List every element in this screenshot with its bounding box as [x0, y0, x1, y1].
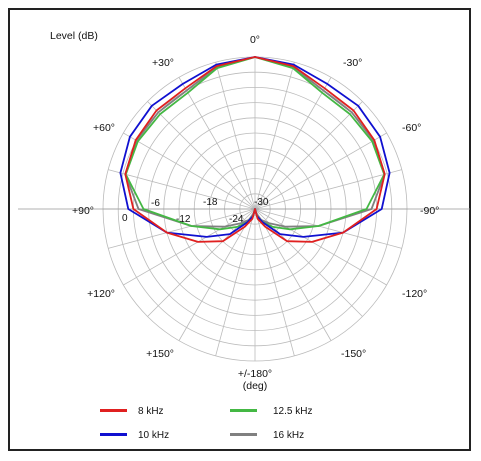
grid-spoke	[215, 62, 256, 210]
chart-title: Level (dB)	[50, 30, 98, 42]
angle-label: 0°	[250, 34, 260, 46]
radial-tick-label: 0	[122, 213, 128, 224]
grid-spoke	[178, 208, 256, 341]
grid-spoke	[215, 208, 256, 356]
grid-spoke	[254, 132, 387, 210]
legend-label: 10 kHz	[138, 430, 169, 441]
grid-spoke	[254, 77, 332, 210]
angle-label: -150°	[341, 348, 366, 360]
angle-label: -120°	[402, 288, 427, 300]
radial-tick-label: -24	[229, 214, 244, 225]
grid-spoke	[147, 101, 256, 210]
radial-tick-label: -12	[176, 214, 191, 225]
legend-label: 16 kHz	[273, 430, 304, 441]
grid-spoke	[254, 101, 363, 210]
axis-labels: 0 -6 -12 -18 -24 -30 0° -30° -60° -90° -120° -150° +…	[72, 34, 439, 380]
grid-spoke	[108, 169, 256, 210]
radial-tick-label: -6	[151, 198, 160, 209]
grid-spoke	[123, 208, 256, 286]
grid-spoke	[254, 208, 387, 286]
angle-label: +90°	[72, 205, 94, 217]
grid-spoke	[254, 62, 295, 210]
data-curves	[119, 56, 391, 243]
legend-label: 12.5 kHz	[273, 406, 312, 417]
angle-label: +60°	[93, 122, 115, 134]
angle-label: +/-180°	[238, 368, 272, 380]
series-curve	[124, 56, 386, 243]
radial-tick-label: -30	[254, 197, 269, 208]
x-axis-label: (deg)	[243, 380, 268, 392]
grid-spoke	[178, 77, 256, 210]
legend-label: 8 kHz	[138, 406, 164, 417]
grid-spoke	[108, 208, 256, 249]
grid-spoke	[123, 132, 256, 210]
angle-label: +120°	[87, 288, 115, 300]
angle-label: -30°	[343, 57, 362, 69]
angle-label: -90°	[420, 205, 439, 217]
grid-spoke	[254, 208, 332, 341]
legend: 8 kHz 10 kHz 12.5 kHz 16 kHz	[100, 406, 312, 441]
angle-label: +30°	[152, 57, 174, 69]
angle-label: -60°	[402, 122, 421, 134]
angle-label: +150°	[146, 348, 174, 360]
radial-tick-label: -18	[203, 197, 218, 208]
grid-spoke	[254, 208, 402, 249]
grid-spoke	[254, 169, 402, 210]
grid-spoke	[254, 208, 295, 356]
